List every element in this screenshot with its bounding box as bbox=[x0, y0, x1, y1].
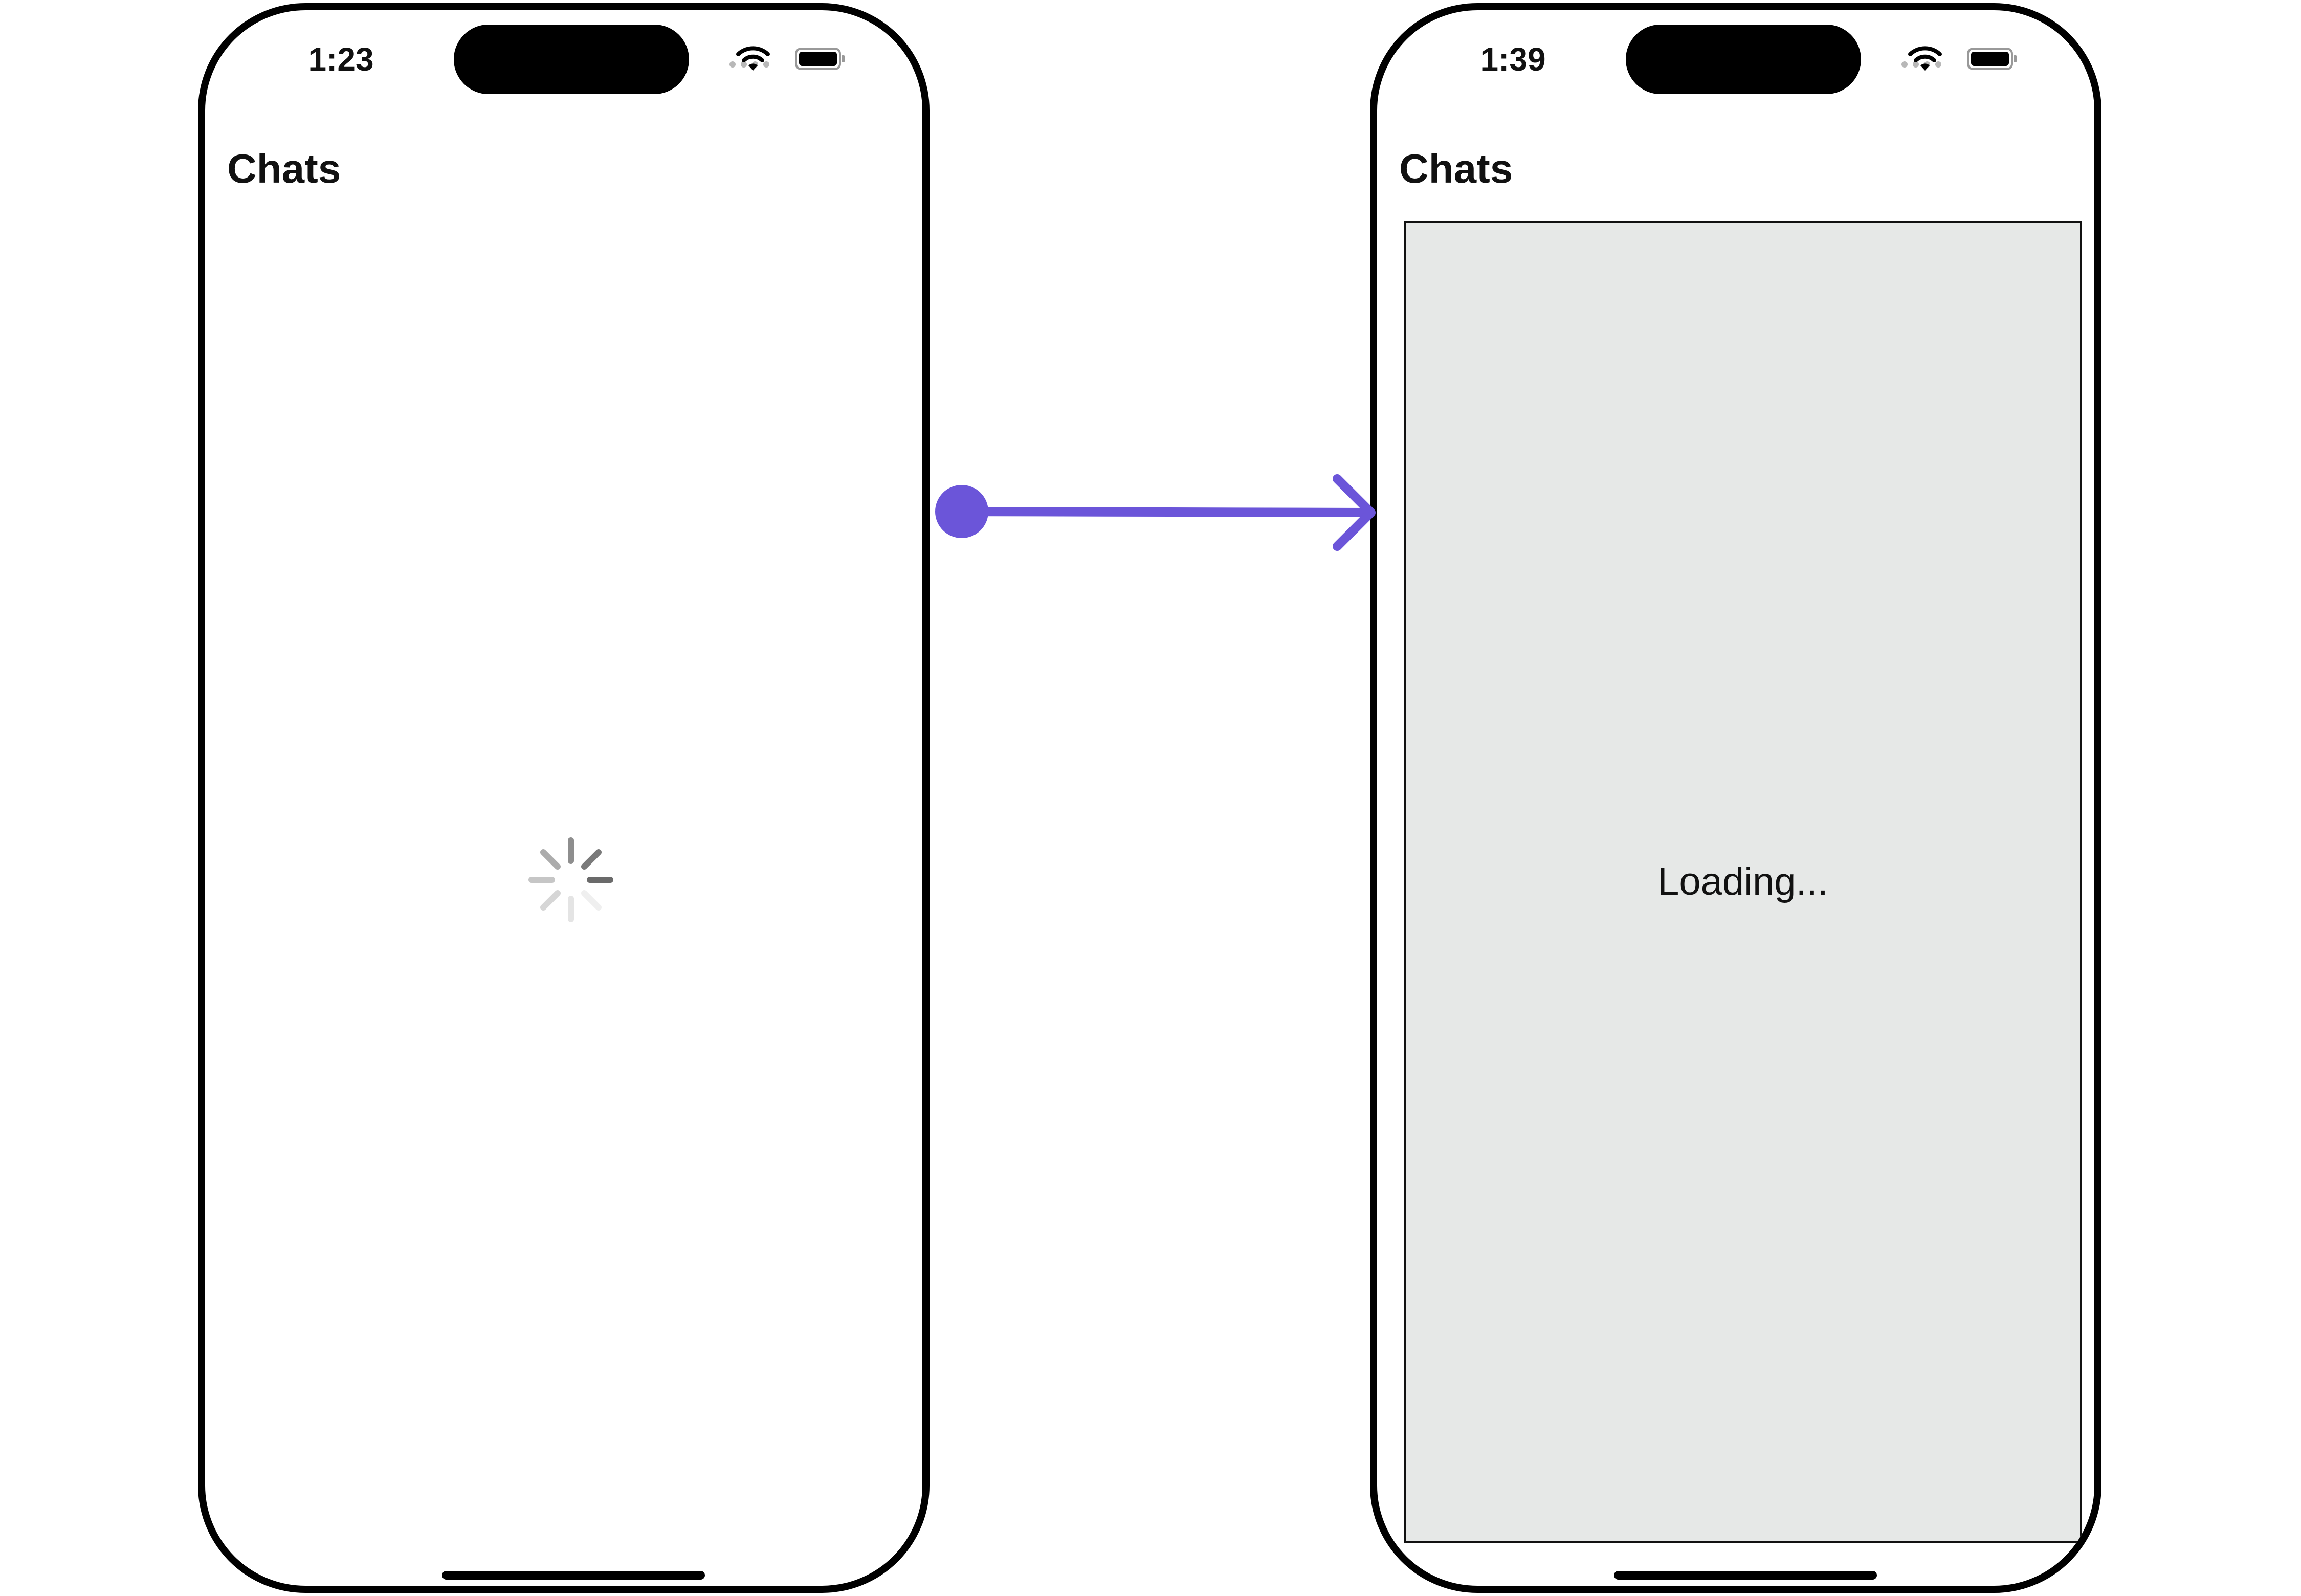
battery-icon bbox=[795, 48, 845, 70]
wifi-icon bbox=[736, 46, 770, 71]
status-time: 1:39 bbox=[1480, 41, 1546, 78]
page-title: Chats bbox=[227, 146, 341, 191]
wifi-icon bbox=[1908, 46, 1942, 71]
battery-icon bbox=[1967, 48, 2017, 70]
home-indicator[interactable] bbox=[1614, 1571, 1877, 1580]
loading-text: Loading... bbox=[1657, 860, 1828, 903]
loading-placeholder: Loading... bbox=[1404, 221, 2082, 1543]
dynamic-island bbox=[454, 25, 689, 94]
flow-arrow-head bbox=[1333, 474, 1376, 551]
page-title: Chats bbox=[1399, 146, 1513, 191]
activity-spinner-icon bbox=[528, 837, 613, 922]
flow-arrow-origin-dot bbox=[935, 485, 988, 538]
status-time: 1:23 bbox=[308, 41, 374, 78]
flow-arrow-line bbox=[957, 507, 1375, 517]
phone-frame-after: 1:39 Chats Loading... bbox=[1370, 3, 2101, 1593]
dynamic-island bbox=[1626, 25, 1861, 94]
phone-frame-before: 1:23 Chats bbox=[198, 3, 930, 1593]
home-indicator[interactable] bbox=[442, 1571, 705, 1580]
